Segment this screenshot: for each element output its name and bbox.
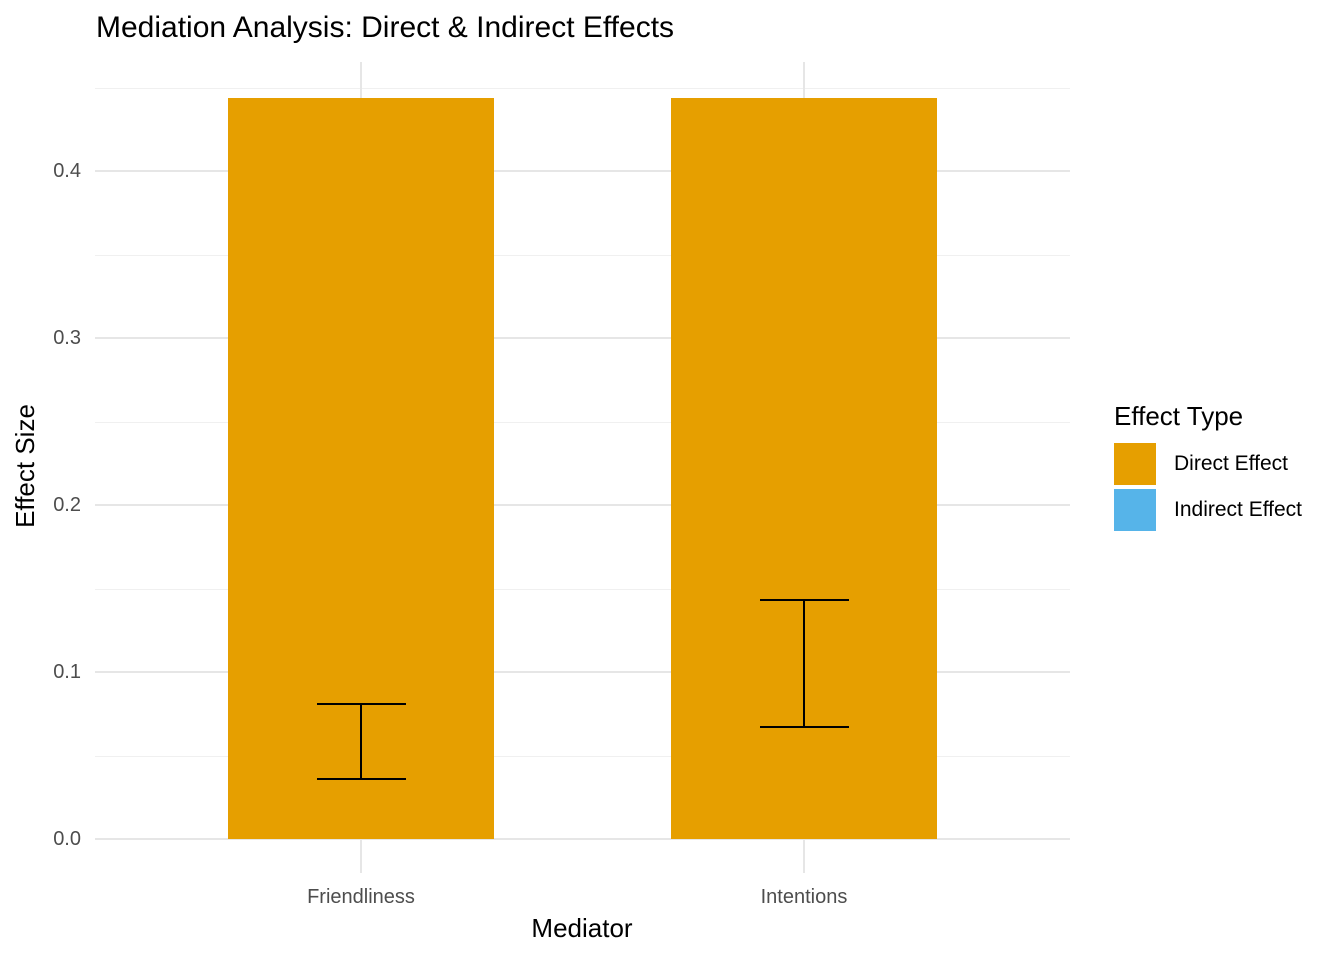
legend-title: Effect Type	[1114, 401, 1244, 431]
y-axis-title: Effect Size	[10, 404, 40, 528]
errorbar-intentions-cap-bottom	[759, 726, 849, 728]
x-category-label-intentions: Intentions	[760, 886, 848, 908]
y-tick-label-0.1: 0.1	[53, 661, 81, 683]
gridline-minor	[95, 422, 1070, 423]
legend: Effect Type Direct Effect Indirect Effect	[1114, 400, 1339, 535]
y-tick-label-0.3: 0.3	[53, 327, 81, 349]
errorbar-friendliness-cap-top	[316, 703, 406, 705]
chart-title: Mediation Analysis: Direct & Indirect Ef…	[96, 11, 675, 44]
gridline-minor	[95, 255, 1070, 256]
legend-swatch	[1114, 489, 1156, 531]
errorbar-intentions-cap-top	[759, 599, 849, 601]
gridline-minor	[95, 589, 1070, 590]
legend-swatch	[1114, 443, 1156, 485]
gridline-major	[95, 838, 1070, 840]
y-tick-label-0.4: 0.4	[53, 160, 81, 182]
x-axis-title: Mediator	[531, 913, 633, 943]
gridline-major	[95, 170, 1070, 172]
errorbar-intentions-vline	[803, 600, 805, 727]
plot-panel	[95, 62, 1070, 873]
errorbar-friendliness-vline	[360, 704, 362, 779]
gridline-major	[95, 671, 1070, 673]
legend-label: Direct Effect	[1174, 452, 1288, 475]
legend-entry-direct-effect: Direct Effect	[1114, 443, 1339, 485]
errorbar-friendliness-cap-bottom	[316, 778, 406, 780]
y-tick-label-0.2: 0.2	[53, 494, 81, 516]
gridline-major	[95, 337, 1070, 339]
y-tick-label-0.0: 0.0	[53, 828, 81, 850]
legend-label: Indirect Effect	[1174, 498, 1303, 521]
legend-entry-indirect-effect: Indirect Effect	[1114, 489, 1339, 531]
gridline-minor	[95, 756, 1070, 757]
x-category-label-friendliness: Friendliness	[307, 886, 415, 908]
gridline-minor	[95, 88, 1070, 89]
gridline-major	[95, 504, 1070, 506]
legend-entries: Direct Effect Indirect Effect	[1114, 443, 1339, 531]
